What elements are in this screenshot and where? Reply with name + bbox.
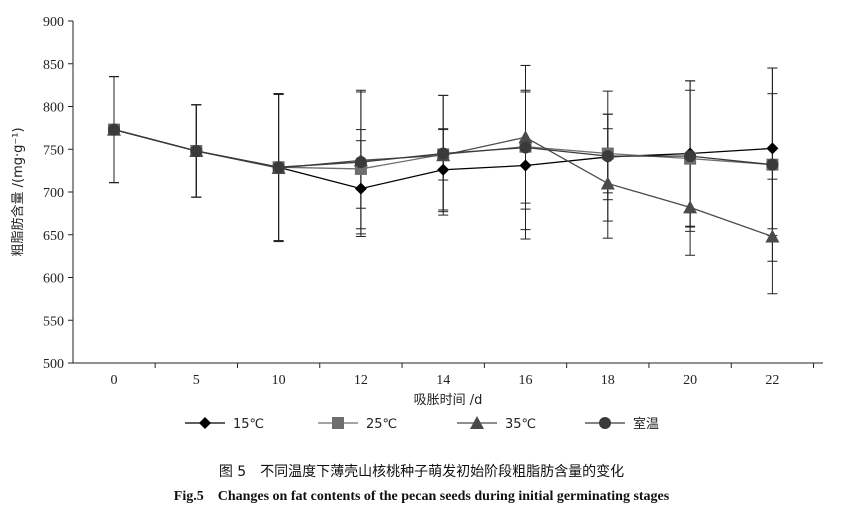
legend-marker-room-temp bbox=[599, 417, 611, 429]
y-axis-label: 粗脂肪含量 /(mg·g⁻¹) bbox=[10, 127, 26, 256]
data-point-15c bbox=[766, 142, 779, 155]
data-point-35c bbox=[765, 229, 780, 243]
y-tick-label: 500 bbox=[43, 357, 64, 372]
x-tick-label: 22 bbox=[765, 373, 779, 388]
y-tick-label: 550 bbox=[43, 314, 64, 329]
y-tick-label: 850 bbox=[43, 58, 64, 73]
x-tick-label: 14 bbox=[436, 373, 450, 388]
x-tick-label: 10 bbox=[272, 373, 286, 388]
data-point-35c bbox=[518, 130, 533, 144]
chart: 500 550 600 650 700 750 800 850 900 0 5 10 12 14 16 18… bbox=[10, 15, 823, 432]
data-point-room-temp bbox=[684, 150, 697, 163]
legend-label-35c: 35℃ bbox=[505, 417, 536, 432]
data-point-room-temp bbox=[766, 158, 779, 171]
x-tick-label: 18 bbox=[601, 373, 615, 388]
legend-label-15c: 15℃ bbox=[233, 417, 264, 432]
x-tick-label: 0 bbox=[111, 373, 118, 388]
y-tick-label: 800 bbox=[43, 101, 64, 116]
x-tick-label: 5 bbox=[193, 373, 200, 388]
x-tick-label: 16 bbox=[519, 373, 533, 388]
data-point-room-temp bbox=[272, 161, 285, 174]
y-axis-ticks: 500 550 600 650 700 750 800 850 900 bbox=[43, 15, 73, 372]
figure-caption-english: Fig.5 Changes on fat contents of the pec… bbox=[173, 489, 670, 504]
y-tick-label: 650 bbox=[43, 229, 64, 244]
y-tick-label: 750 bbox=[43, 143, 64, 158]
data-point-15c bbox=[354, 182, 367, 195]
x-axis-label: 吸胀时间 /d bbox=[414, 393, 483, 408]
data-point-room-temp bbox=[108, 123, 120, 136]
figure-caption-chinese: 图 5 不同温度下薄壳山核桃种子萌发初始阶段粗脂肪含量的变化 bbox=[218, 464, 625, 480]
data-point-room-temp bbox=[601, 150, 614, 163]
chart-axes bbox=[72, 21, 823, 364]
legend-label-25c: 25℃ bbox=[366, 417, 397, 432]
data-point-15c bbox=[437, 163, 450, 176]
error-bars bbox=[109, 64, 778, 295]
legend-label-room-temp: 室温 bbox=[633, 416, 659, 432]
legend-marker-15c bbox=[199, 417, 211, 429]
data-point-15c bbox=[519, 159, 532, 172]
x-tick-label: 20 bbox=[683, 373, 697, 388]
legend: 15℃ 25℃ 35℃ 室温 bbox=[185, 416, 659, 432]
y-tick-label: 700 bbox=[43, 186, 64, 201]
x-tick-label: 12 bbox=[354, 373, 368, 388]
y-tick-label: 900 bbox=[43, 15, 64, 30]
data-point-room-temp bbox=[190, 144, 203, 157]
data-point-room-temp bbox=[354, 156, 367, 169]
legend-marker-25c bbox=[332, 417, 344, 429]
series-markers bbox=[107, 122, 780, 243]
data-point-room-temp bbox=[519, 141, 532, 154]
data-point-room-temp bbox=[437, 147, 450, 160]
data-point-35c bbox=[683, 200, 698, 214]
legend-marker-35c bbox=[470, 416, 484, 429]
x-axis-ticks: 0 5 10 12 14 16 18 20 22 bbox=[111, 363, 815, 388]
y-tick-label: 600 bbox=[43, 272, 64, 287]
data-point-35c bbox=[600, 176, 615, 190]
